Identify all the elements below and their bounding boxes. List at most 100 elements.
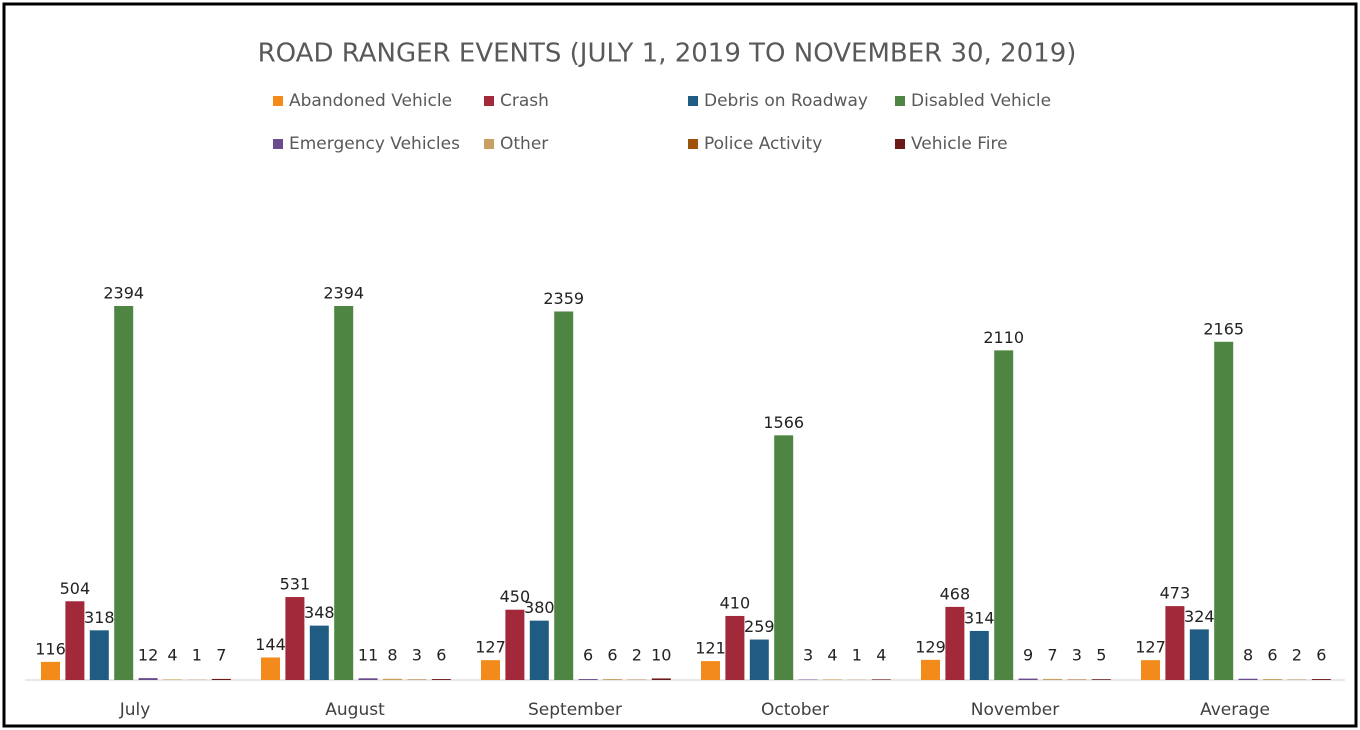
data-label: 3 — [412, 646, 422, 665]
bar — [701, 661, 720, 680]
legend-swatch — [895, 96, 905, 106]
bar — [334, 306, 354, 680]
data-label: 9 — [1023, 646, 1033, 665]
x-tick-label: July — [119, 700, 151, 720]
data-label: 2 — [632, 646, 642, 665]
bar — [1018, 678, 1038, 680]
data-label: 7 — [216, 646, 226, 665]
data-label: 6 — [436, 646, 446, 665]
bar — [1263, 679, 1282, 680]
bar — [725, 615, 745, 680]
x-tick-label: August — [325, 700, 385, 720]
legend-label: Abandoned Vehicle — [289, 91, 452, 111]
bar — [749, 639, 769, 680]
data-label: 8 — [387, 646, 397, 665]
bar — [1165, 606, 1185, 680]
legend-label: Vehicle Fire — [911, 134, 1008, 154]
bar — [1091, 679, 1111, 680]
data-label: 504 — [60, 579, 91, 598]
x-tick-label: November — [971, 700, 1059, 720]
legend-label: Police Activity — [704, 134, 822, 154]
bar — [163, 679, 182, 680]
data-label: 2394 — [323, 284, 364, 303]
data-label: 468 — [940, 584, 971, 603]
data-label: 410 — [720, 593, 751, 612]
bar — [1238, 678, 1258, 680]
bar — [871, 679, 891, 680]
data-label: 6 — [607, 646, 617, 665]
legend-swatch — [484, 96, 494, 106]
x-tick-label: October — [761, 700, 829, 720]
data-label: 129 — [915, 637, 946, 656]
bar — [358, 678, 378, 680]
data-label: 324 — [1184, 607, 1215, 626]
bar — [1189, 629, 1209, 680]
bar — [945, 606, 965, 680]
legend-swatch — [688, 139, 698, 149]
data-label: 127 — [475, 638, 506, 657]
bar — [823, 679, 842, 680]
data-label: 531 — [280, 575, 311, 594]
data-label: 1 — [192, 646, 202, 665]
x-tick-label: Average — [1200, 700, 1270, 720]
legend-label: Emergency Vehicles — [289, 134, 460, 154]
bar — [774, 435, 794, 680]
legend-label: Crash — [500, 91, 549, 111]
data-label: 2359 — [543, 289, 584, 308]
legend-label: Disabled Vehicle — [911, 91, 1051, 111]
legend-swatch — [895, 139, 905, 149]
data-label: 2165 — [1203, 319, 1244, 338]
data-label: 116 — [35, 639, 66, 658]
chart-title: ROAD RANGER EVENTS (JULY 1, 2019 TO NOVE… — [258, 39, 1077, 69]
data-label: 473 — [1160, 584, 1191, 603]
data-label: 3 — [1072, 646, 1082, 665]
legend-swatch — [688, 96, 698, 106]
bar — [309, 625, 329, 680]
bar — [994, 350, 1014, 680]
data-label: 348 — [304, 603, 335, 622]
bar — [578, 679, 598, 680]
legend-swatch — [273, 139, 283, 149]
data-label: 380 — [524, 598, 555, 617]
data-label: 8 — [1243, 646, 1253, 665]
data-label: 7 — [1047, 646, 1057, 665]
data-label: 1566 — [763, 413, 804, 432]
bar — [1043, 678, 1062, 680]
bar — [89, 630, 109, 680]
data-label: 5 — [1096, 646, 1106, 665]
data-label: 450 — [500, 587, 531, 606]
legend-swatch — [273, 96, 283, 106]
x-tick-label: September — [528, 700, 622, 720]
data-label: 6 — [1316, 646, 1326, 665]
bar — [431, 679, 451, 680]
bar — [651, 678, 671, 680]
data-label: 10 — [651, 646, 671, 665]
data-label: 12 — [138, 646, 158, 665]
bar — [1141, 660, 1160, 680]
data-label: 144 — [255, 635, 286, 654]
data-label: 318 — [84, 608, 115, 627]
bar — [211, 678, 231, 680]
data-label: 121 — [695, 639, 726, 658]
data-label: 127 — [1135, 638, 1166, 657]
data-label: 3 — [803, 646, 813, 665]
data-label: 11 — [358, 646, 378, 665]
data-label: 6 — [583, 646, 593, 665]
bar — [383, 678, 402, 680]
bar — [41, 661, 60, 680]
bar — [505, 609, 525, 680]
data-label: 2394 — [103, 284, 144, 303]
bar — [921, 659, 940, 680]
data-label: 259 — [744, 617, 775, 636]
bar — [285, 597, 305, 680]
bar — [138, 678, 158, 680]
data-label: 4 — [876, 646, 886, 665]
bar — [603, 679, 622, 680]
data-label: 4 — [167, 646, 177, 665]
bar — [529, 620, 549, 680]
legend-label: Other — [500, 134, 548, 154]
data-label: 1 — [852, 646, 862, 665]
data-label: 6 — [1267, 646, 1277, 665]
